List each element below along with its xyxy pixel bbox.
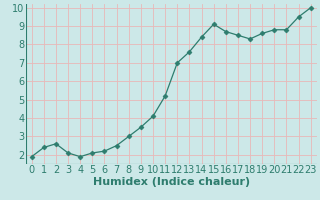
X-axis label: Humidex (Indice chaleur): Humidex (Indice chaleur) (92, 177, 250, 187)
